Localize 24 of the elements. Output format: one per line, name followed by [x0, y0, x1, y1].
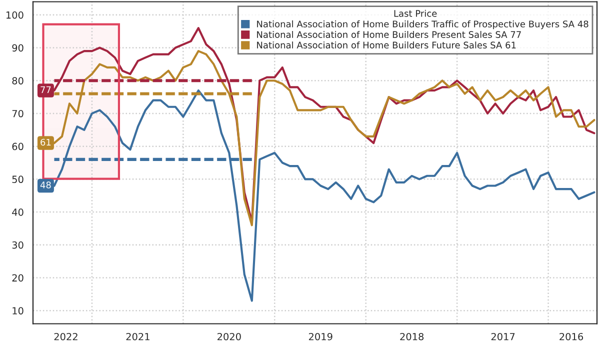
y-tick-label: 90: [12, 44, 24, 52]
annotation: 61: [40, 138, 51, 146]
y-tick-label: 70: [12, 110, 24, 118]
y-tick-label: 10: [12, 307, 24, 314]
x-tick-label: 2020: [218, 332, 241, 340]
x-tick-label: 2022: [54, 332, 78, 340]
y-tick-label: 20: [12, 274, 24, 282]
x-tick-label: 2016: [560, 332, 584, 340]
y-tick-label: 80: [12, 77, 24, 84]
annotation: 48: [40, 182, 51, 188]
y-tick-label: 100: [6, 11, 24, 19]
x-tick-label: 2019: [308, 332, 332, 340]
legend-label: National Association of Home Builders Traffic of Prospective Buyers SA 48: [257, 20, 588, 30]
y-tick-label: 50: [12, 176, 24, 184]
x-tick-label: 2021: [126, 332, 150, 340]
x-tick-label: 2018: [400, 332, 424, 340]
legend-title: Last Price: [394, 10, 437, 17]
y-tick-label: 60: [12, 142, 24, 150]
y-tick-label: 40: [12, 208, 24, 216]
legend-label: National Association of Home Builders Future Sales SA 61: [257, 42, 516, 48]
x-tick-label: 2017: [491, 332, 515, 340]
y-tick-label: 30: [12, 241, 24, 249]
annotation: 77: [40, 86, 51, 93]
legend-label: National Association of Home Builders Present Sales SA 77: [257, 30, 521, 38]
